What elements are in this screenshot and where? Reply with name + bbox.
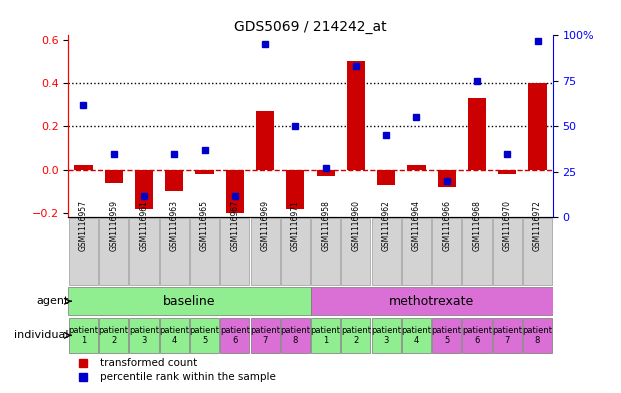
Bar	[498, 170, 517, 174]
FancyBboxPatch shape	[463, 318, 492, 353]
Text: GSM1116963: GSM1116963	[170, 200, 179, 252]
Text: GSM1116957: GSM1116957	[79, 200, 88, 252]
Text: patient
5: patient 5	[432, 326, 462, 345]
Text: patient
4: patient 4	[159, 326, 189, 345]
Text: GSM1116966: GSM1116966	[442, 200, 451, 252]
Text: percentile rank within the sample: percentile rank within the sample	[100, 372, 276, 382]
Text: GSM1116965: GSM1116965	[200, 200, 209, 252]
FancyBboxPatch shape	[492, 318, 522, 353]
FancyBboxPatch shape	[281, 318, 310, 353]
Bar	[438, 170, 456, 187]
Bar	[256, 111, 274, 170]
FancyBboxPatch shape	[129, 318, 158, 353]
Bar	[226, 170, 244, 213]
Text: patient
6: patient 6	[220, 326, 250, 345]
Text: GSM1116970: GSM1116970	[503, 200, 512, 252]
FancyBboxPatch shape	[190, 218, 219, 285]
Text: methotrexate: methotrexate	[389, 295, 474, 308]
Bar	[196, 170, 214, 174]
FancyBboxPatch shape	[99, 218, 129, 285]
Text: GSM1116968: GSM1116968	[473, 200, 481, 252]
FancyBboxPatch shape	[69, 318, 98, 353]
FancyBboxPatch shape	[371, 218, 401, 285]
Text: GSM1116961: GSM1116961	[140, 200, 148, 252]
Bar	[135, 170, 153, 209]
FancyBboxPatch shape	[342, 318, 371, 353]
Text: patient
2: patient 2	[341, 326, 371, 345]
FancyBboxPatch shape	[69, 218, 98, 285]
FancyBboxPatch shape	[250, 218, 279, 285]
Bar	[317, 170, 335, 176]
FancyBboxPatch shape	[342, 218, 371, 285]
Bar	[347, 61, 365, 170]
FancyBboxPatch shape	[463, 218, 492, 285]
Text: patient
5: patient 5	[189, 326, 220, 345]
FancyBboxPatch shape	[310, 287, 553, 315]
Text: patient
3: patient 3	[129, 326, 159, 345]
FancyBboxPatch shape	[371, 318, 401, 353]
FancyBboxPatch shape	[220, 318, 250, 353]
Bar	[528, 83, 546, 170]
Text: patient
1: patient 1	[310, 326, 341, 345]
FancyBboxPatch shape	[402, 218, 431, 285]
Text: patient
8: patient 8	[280, 326, 310, 345]
Text: baseline: baseline	[163, 295, 215, 308]
Text: individual: individual	[14, 331, 68, 340]
Text: transformed count: transformed count	[100, 358, 197, 367]
FancyBboxPatch shape	[220, 218, 250, 285]
Text: GSM1116972: GSM1116972	[533, 200, 542, 252]
FancyBboxPatch shape	[190, 318, 219, 353]
Text: GSM1116960: GSM1116960	[351, 200, 360, 252]
FancyBboxPatch shape	[402, 318, 431, 353]
FancyBboxPatch shape	[311, 318, 340, 353]
Bar	[75, 165, 93, 170]
Bar	[104, 170, 123, 183]
Text: GSM1116971: GSM1116971	[291, 200, 300, 252]
Text: patient
7: patient 7	[250, 326, 280, 345]
Bar	[165, 170, 183, 191]
Text: patient
8: patient 8	[522, 326, 553, 345]
FancyBboxPatch shape	[492, 218, 522, 285]
FancyBboxPatch shape	[160, 218, 189, 285]
FancyBboxPatch shape	[129, 218, 158, 285]
Text: patient
3: patient 3	[371, 326, 401, 345]
Text: GSM1116969: GSM1116969	[261, 200, 270, 252]
FancyBboxPatch shape	[99, 318, 129, 353]
Text: patient
2: patient 2	[99, 326, 129, 345]
Bar	[407, 165, 425, 170]
FancyBboxPatch shape	[160, 318, 189, 353]
Text: GSM1116959: GSM1116959	[109, 200, 118, 252]
Text: GSM1116964: GSM1116964	[412, 200, 421, 252]
Title: GDS5069 / 214242_at: GDS5069 / 214242_at	[234, 20, 387, 34]
FancyBboxPatch shape	[311, 218, 340, 285]
Text: GSM1116967: GSM1116967	[230, 200, 239, 252]
FancyBboxPatch shape	[281, 218, 310, 285]
Text: agent: agent	[36, 296, 68, 306]
FancyBboxPatch shape	[432, 218, 461, 285]
Text: GSM1116962: GSM1116962	[382, 200, 391, 252]
FancyBboxPatch shape	[523, 318, 552, 353]
FancyBboxPatch shape	[68, 287, 310, 315]
Bar	[286, 170, 304, 209]
Bar	[377, 170, 396, 185]
FancyBboxPatch shape	[432, 318, 461, 353]
Text: patient
6: patient 6	[462, 326, 492, 345]
FancyBboxPatch shape	[250, 318, 279, 353]
FancyBboxPatch shape	[523, 218, 552, 285]
Text: patient
1: patient 1	[68, 326, 99, 345]
Text: patient
4: patient 4	[401, 326, 432, 345]
Text: patient
7: patient 7	[492, 326, 522, 345]
Bar	[468, 98, 486, 170]
Text: GSM1116958: GSM1116958	[321, 200, 330, 252]
